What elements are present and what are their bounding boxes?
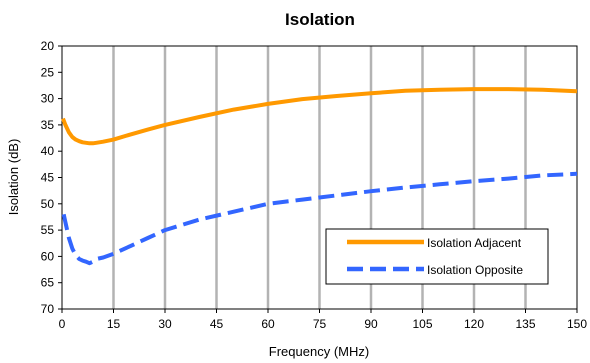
x-tick-label: 105 [412,317,432,331]
legend-box [325,228,549,285]
legend-label-adjacent: Isolation Adjacent [427,236,522,250]
legend-label-opposite: Isolation Opposite [427,263,523,277]
y-axis-label: Isolation (dB) [6,139,21,216]
x-tick-label: 0 [59,317,66,331]
series-layer [61,87,578,266]
y-tick-label: 50 [41,197,55,211]
y-tick-label: 40 [41,144,55,158]
y-tick-label: 55 [41,223,55,237]
y-tick-label: 45 [41,171,55,185]
x-tick-label: 135 [515,317,535,331]
x-tick-label: 30 [158,317,172,331]
y-tick-label: 20 [41,39,55,53]
y-tick-label: 35 [41,118,55,132]
series-line-adjacent [61,87,578,146]
y-tick-label: 30 [41,92,55,106]
series-line-opposite [61,171,578,266]
x-axis-label: Frequency (MHz) [269,344,369,359]
x-tick-label: 150 [567,317,587,331]
x-tick-label: 45 [210,317,224,331]
chart-title: Isolation [285,10,355,29]
x-axis-ticks: 0 15 30 45 60 75 90 105 120 135 150 [59,309,587,331]
legend: Isolation Adjacent Isolation Opposite [325,228,549,285]
x-tick-label: 120 [464,317,484,331]
y-tick-label: 25 [41,65,55,79]
y-tick-label: 60 [41,249,55,263]
x-tick-label: 90 [364,317,378,331]
x-tick-label: 60 [261,317,275,331]
x-tick-label: 75 [313,317,327,331]
y-tick-label: 65 [41,276,55,290]
y-tick-label: 70 [41,302,55,316]
x-tick-label: 15 [107,317,121,331]
y-axis-ticks: 20 25 30 35 40 45 50 55 60 65 70 [41,39,62,316]
